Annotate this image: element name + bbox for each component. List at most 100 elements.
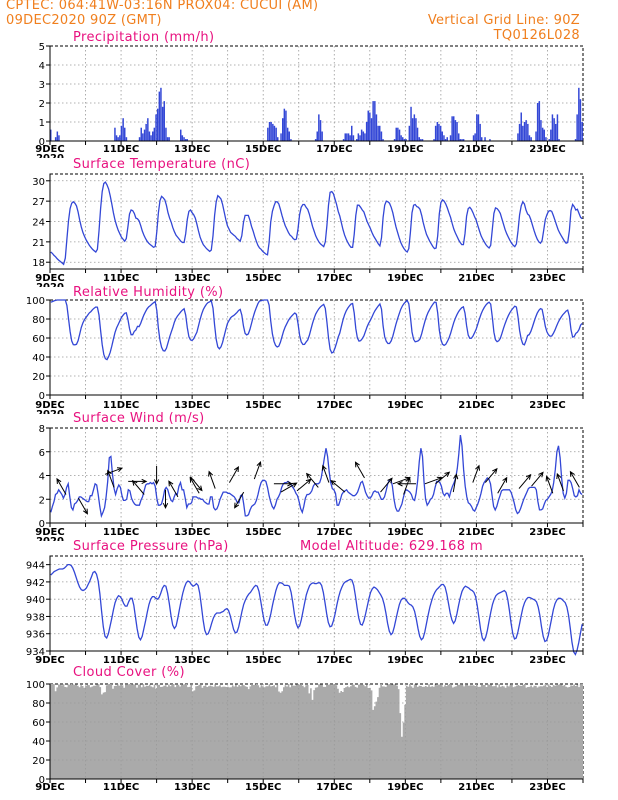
precip-bar: [367, 110, 369, 141]
x-tick-label: 21DEC: [458, 655, 494, 666]
x-tick-label: 13DEC: [174, 527, 210, 538]
precip-bar: [481, 137, 483, 141]
x-tick-label: 9DEC: [35, 655, 64, 666]
precip-bar: [115, 135, 118, 141]
y-tick-label: 80: [32, 699, 45, 710]
precip-bar: [161, 106, 164, 141]
y-tick-label: 21: [32, 238, 45, 249]
x-tick-label: 9DEC: [35, 144, 64, 155]
y-tick-label: 20: [32, 372, 45, 383]
precip-bar: [434, 125, 437, 141]
precip-bar: [321, 131, 323, 141]
x-tick-label: 15DEC: [245, 527, 281, 538]
wind-arrow: [435, 471, 451, 485]
y-tick-label: 938: [26, 612, 45, 623]
x-tick-label: 21DEC: [458, 144, 494, 155]
precip-bar: [548, 139, 550, 141]
panel-title: Surface Temperature (nC): [73, 157, 250, 172]
precip-bar: [462, 139, 465, 141]
precip-bar: [375, 114, 378, 141]
header-model-code: TQ0126L028: [493, 28, 580, 43]
wind-arrow: [531, 471, 544, 487]
precip-bar: [351, 125, 353, 141]
x-tick-label: 15DEC: [245, 782, 281, 793]
x-tick-label: 17DEC: [316, 400, 352, 411]
precip-bar: [374, 101, 376, 141]
precip-bar: [479, 123, 481, 141]
x-tick-label: 21DEC: [458, 782, 494, 793]
precip-bar: [360, 129, 363, 141]
y-tick-label: 6: [39, 448, 45, 459]
precip-bar: [183, 137, 185, 141]
precip-bar: [446, 137, 448, 141]
y-tick-label: 5: [39, 42, 45, 53]
precip-bar: [58, 135, 60, 141]
precip-bar: [282, 118, 284, 141]
precip-bar: [421, 139, 424, 141]
y-tick-label: 18: [32, 258, 45, 269]
series-line: [50, 181, 583, 266]
precip-bar: [420, 139, 422, 141]
x-tick-label: 13DEC: [174, 655, 210, 666]
precip-bar: [415, 118, 417, 141]
x-tick-label: 17DEC: [316, 144, 352, 155]
panel-title: Surface Wind (m/s): [73, 411, 205, 426]
precip-bar: [286, 127, 289, 141]
series-line: [50, 563, 583, 656]
wind-arrow: [330, 479, 346, 493]
precip-bar: [288, 131, 290, 141]
x-tick-label: 11DEC: [103, 527, 139, 538]
precip-bar: [160, 87, 162, 141]
precip-bar: [166, 137, 169, 141]
x-tick-label-year: 2020: [36, 536, 64, 547]
x-tick-label: 13DEC: [174, 273, 210, 284]
precip-bar: [356, 139, 358, 141]
precip-bar: [444, 139, 447, 141]
precip-bar: [163, 101, 165, 141]
header-station: CPTEC: 064:41W-03:16N PROX04: CUCUI (AM): [6, 0, 319, 13]
precip-bar: [556, 114, 559, 141]
precip-bar: [143, 129, 146, 141]
precip-bar: [574, 139, 577, 141]
wind-arrow: [354, 461, 365, 479]
precip-bar: [346, 133, 348, 141]
y-tick-label: 24: [32, 218, 45, 229]
precip-bar: [581, 122, 583, 141]
series-line: [50, 435, 583, 519]
precip-bar: [379, 125, 381, 141]
y-tick-label: 0: [39, 519, 45, 530]
y-tick-label: 0: [39, 137, 45, 148]
panel-title: Cloud Cover (%): [73, 665, 185, 680]
precip-bar: [283, 108, 286, 141]
x-tick-label: 11DEC: [103, 782, 139, 793]
precip-bar: [364, 133, 366, 141]
y-tick-label: 942: [26, 578, 45, 589]
panel-frame: [49, 45, 584, 142]
y-tick-label: 27: [32, 197, 45, 208]
precip-bar: [140, 127, 142, 141]
x-tick-label: 21DEC: [458, 273, 494, 284]
x-tick-label: 9DEC: [35, 400, 64, 411]
x-tick-label: 9DEC: [35, 273, 64, 284]
precip-bar: [518, 123, 521, 141]
x-tick-label-year: 2020: [36, 282, 64, 293]
x-tick-label: 19DEC: [387, 400, 423, 411]
precip-bar: [153, 127, 156, 141]
precip-bar: [122, 118, 124, 141]
precip-bar: [342, 139, 345, 141]
precip-bar: [365, 122, 368, 141]
x-tick-label: 11DEC: [103, 400, 139, 411]
precip-bar: [319, 120, 322, 141]
wind-arrow: [321, 464, 330, 483]
precip-bar: [156, 108, 159, 141]
wind-arrow: [497, 476, 508, 494]
precip-bar: [186, 139, 188, 141]
wind-arrow: [569, 470, 580, 488]
precip-bar: [484, 137, 486, 141]
precip-bar: [119, 135, 121, 141]
series-line: [50, 299, 583, 361]
precip-bar: [449, 135, 452, 141]
precip-bar: [142, 133, 144, 141]
precip-bar: [535, 131, 537, 141]
precip-bar: [380, 131, 383, 141]
